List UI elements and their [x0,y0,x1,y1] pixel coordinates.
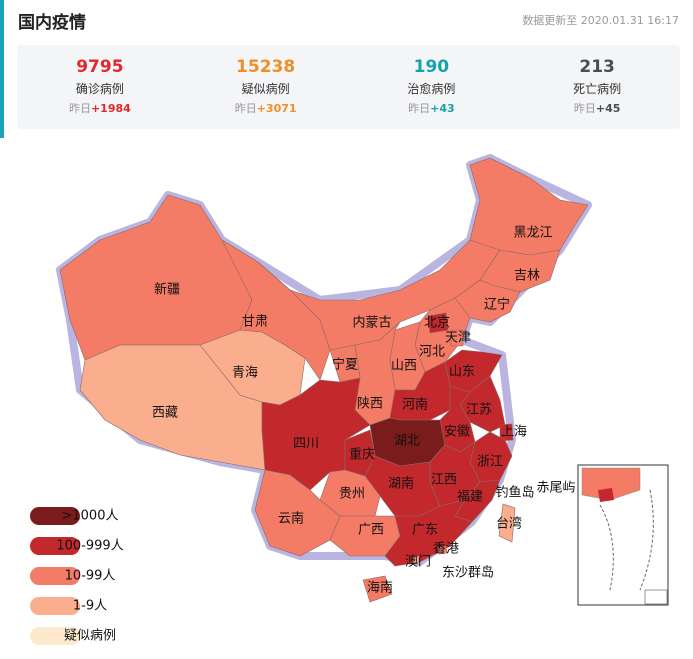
province-label: 江西 [431,473,457,488]
province-label: 海南 [367,580,393,596]
stat-label: 治愈病例 [407,82,456,96]
inset-land [598,488,614,502]
province-label: 重庆 [349,447,375,463]
province [384,499,473,567]
province [437,545,448,555]
province-label: 安徽 [444,425,470,440]
province-label: 澳门 [405,554,431,570]
province [412,555,420,564]
legend-label: 100-999人 [56,539,123,554]
yesterday-label: 昨日 [408,102,431,115]
province [427,312,449,334]
province-label: 四川 [293,437,319,452]
province-label: 黑龙江 [513,226,552,241]
island-label: 东沙群岛 [442,565,494,581]
legend-swatch [30,627,80,645]
province-label: 河南 [402,397,428,413]
province-label: 陕西 [357,397,383,412]
province-label: 内蒙古 [352,315,391,331]
stat-delta-row: 昨日+3071 [183,100,349,116]
province [450,329,464,347]
province-label: 湖北 [394,434,420,449]
province-label: 上海 [501,425,527,440]
province-label: 辽宁 [484,297,510,313]
inset-caption [644,589,668,605]
title: 国内疫情 [18,13,86,33]
province-label: 天津 [445,331,471,346]
stat-delta: +45 [595,102,621,115]
province-label: 北京 [424,316,450,331]
province-label: 云南 [278,511,304,527]
legend-swatch [30,567,80,585]
accent-bar [0,0,4,138]
stat-value: 190 [413,57,450,77]
province-label: 西藏 [152,406,178,421]
stat-card: 213 死亡病例昨日+45 [514,45,680,129]
province [498,503,516,543]
province-label: 广西 [358,523,384,538]
province-label: 香港 [433,542,459,557]
update-time: 数据更新至 2020.01.31 16:17 [522,14,679,27]
inset-land [581,467,641,501]
province-label: 广东 [412,523,438,538]
stat-label: 死亡病例 [573,82,622,96]
province-label: 贵州 [339,487,365,502]
province-label: 河北 [419,345,445,360]
stat-value: 9795 [76,57,124,77]
province-label: 台湾 [496,516,522,532]
province-label: 青海 [232,366,258,381]
legend-swatch [30,537,80,555]
stat-delta: +1984 [90,102,131,115]
province-label: 甘肃 [242,315,268,330]
legend-label: 1-9人 [73,599,107,614]
stat-card: 190 治愈病例昨日+43 [349,45,515,129]
legend-label: 10-99人 [65,569,116,584]
island-label: 赤尾屿 [536,481,575,496]
yesterday-label: 昨日 [234,102,257,115]
legend-swatch [30,597,80,615]
province-label: 新疆 [154,282,180,298]
stat-label: 疑似病例 [241,82,290,96]
province [499,423,514,442]
stat-card: 9795 确诊病例昨日+1984 [17,45,183,129]
province [362,575,393,603]
stat-value: 213 [579,57,615,77]
province-label: 山西 [391,359,417,374]
stat-delta: +3071 [256,102,297,115]
stat-delta-row: 昨日+45 [514,100,680,116]
province-label: 宁夏 [332,357,358,373]
province-label: 山东 [449,365,475,380]
island-label: 钓鱼岛 [495,485,534,501]
yesterday-label: 昨日 [68,102,91,115]
province-label: 浙江 [477,455,503,470]
inset-boundary [599,489,654,591]
yesterday-label: 昨日 [573,102,596,115]
province-label: 江苏 [466,402,492,418]
legend-swatch [30,507,80,525]
legend-label: >1000人 [62,509,119,524]
stat-delta: +43 [430,102,455,115]
stat-delta-row: 昨日+43 [349,100,515,116]
legend-label: 疑似病例 [64,628,116,644]
stat-delta-row: 昨日+1984 [17,100,183,116]
province-label: 湖南 [388,476,414,492]
stat-card: 15238 疑似病例昨日+3071 [183,45,349,129]
stats-panel: 9795 确诊病例 昨日+1984 15238 疑似病例 昨日+3071 190 治愈病例 昨日… [17,45,680,129]
south-sea-inset [577,464,669,606]
stat-label: 确诊病例 [75,82,124,96]
stat-value: 15238 [236,57,296,77]
province-label: 福建 [457,490,483,505]
province-label: 吉林 [514,269,540,284]
